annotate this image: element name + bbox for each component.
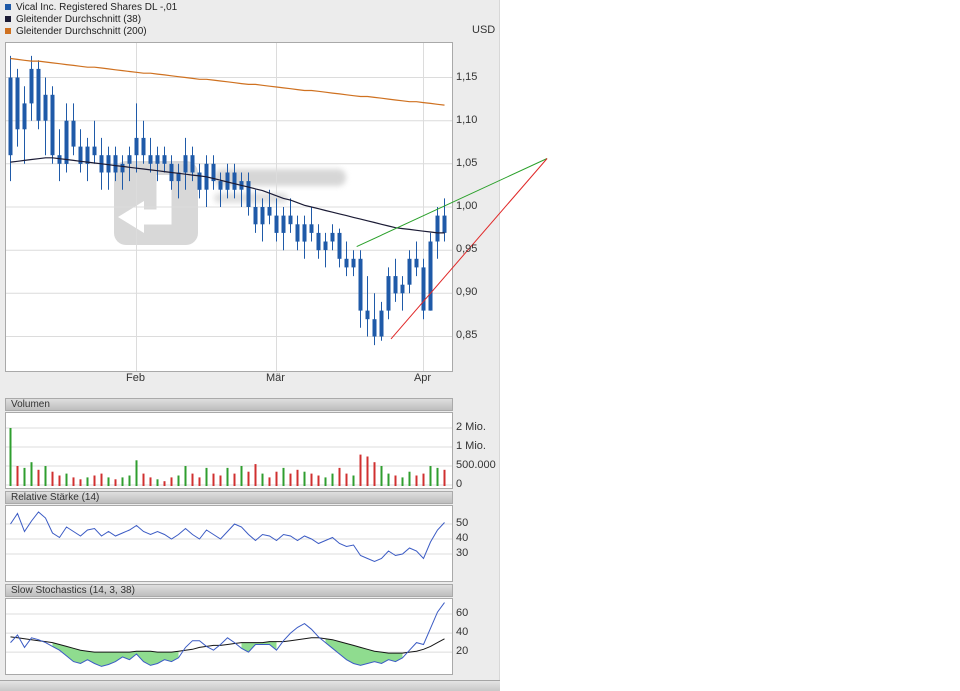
rsi-tick-label: 40 — [456, 532, 469, 544]
volume-tick-label: 0 — [456, 478, 463, 490]
legend-item-ma200: Gleitender Durchschnitt (200) — [5, 25, 147, 37]
stochastics-tick-label: 60 — [456, 607, 469, 620]
stochastics-tick-label: 20 — [456, 645, 469, 658]
legend-label-instrument: Vical Inc. Registered Shares DL -,01 — [16, 1, 178, 13]
ma200-swatch-icon — [5, 28, 11, 34]
price-tick-label: 1,00 — [456, 200, 478, 212]
volume-panel-header: Volumen — [5, 398, 453, 411]
price-tick-label: 0,95 — [456, 243, 478, 256]
legend-label-ma200: Gleitender Durchschnitt (200) — [16, 25, 147, 37]
rsi-chart-canvas — [6, 511, 452, 563]
price-tick-label: 1,10 — [456, 113, 478, 126]
stochastics-panel-header: Slow Stochastics (14, 3, 38) — [5, 584, 453, 597]
price-tick-label: 1,15 — [456, 70, 478, 83]
rsi-tick-label: 50 — [456, 517, 469, 529]
footer-bar — [0, 680, 500, 691]
price-chart-panel — [5, 42, 453, 372]
price-tick-label: 0,90 — [456, 286, 478, 299]
instrument-swatch-icon — [5, 4, 11, 10]
volume-tick-label: 1 Mio. — [456, 440, 486, 452]
stochastics-tick-label: 40 — [456, 626, 469, 639]
volume-tick-label: 2 Mio. — [456, 421, 486, 433]
ma38-swatch-icon — [5, 16, 11, 22]
legend-label-ma38: Gleitender Durchschnitt (38) — [16, 13, 142, 25]
rsi-chart-panel — [5, 505, 453, 582]
currency-label: USD — [472, 24, 496, 36]
legend-item-ma38: Gleitender Durchschnitt (38) — [5, 13, 141, 25]
stochastics-chart-canvas — [6, 602, 452, 667]
month-label: Feb — [126, 372, 145, 384]
legend-item-instrument: Vical Inc. Registered Shares DL -,01 — [5, 1, 177, 13]
price-tick-label: 0,85 — [456, 329, 478, 342]
chart-pane: Vical Inc. Registered Shares DL -,01 Gle… — [0, 0, 548, 691]
price-tick-label: 1,05 — [456, 156, 478, 169]
rsi-panel-title: Relative Stärke (14) — [11, 492, 100, 503]
month-label: Mär — [266, 372, 285, 384]
volume-chart-canvas — [6, 427, 452, 486]
price-chart-canvas — [6, 43, 452, 371]
month-label: Apr — [413, 372, 432, 384]
volume-chart-panel — [5, 412, 453, 489]
rsi-panel-header: Relative Stärke (14) — [5, 491, 453, 504]
volume-tick-label: 500.000 — [456, 459, 496, 471]
stochastics-panel-title: Slow Stochastics (14, 3, 38) — [11, 585, 135, 596]
volume-panel-title: Volumen — [11, 399, 50, 410]
rsi-tick-label: 30 — [456, 547, 469, 559]
stochastics-chart-panel — [5, 598, 453, 675]
watermark-icon — [114, 161, 346, 245]
